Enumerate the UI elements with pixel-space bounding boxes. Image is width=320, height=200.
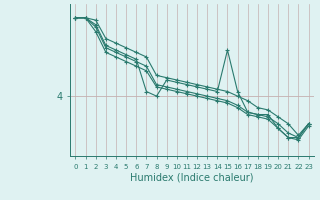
- X-axis label: Humidex (Indice chaleur): Humidex (Indice chaleur): [130, 172, 254, 182]
